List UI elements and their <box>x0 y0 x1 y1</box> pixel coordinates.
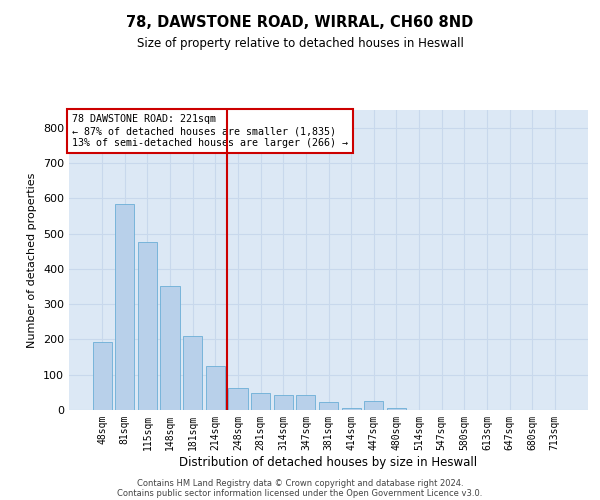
Bar <box>229 388 248 410</box>
Bar <box>274 395 293 410</box>
Bar <box>206 366 225 410</box>
Text: Contains public sector information licensed under the Open Government Licence v3: Contains public sector information licen… <box>118 488 482 498</box>
X-axis label: Distribution of detached houses by size in Heswall: Distribution of detached houses by size … <box>179 456 478 468</box>
Bar <box>115 204 134 410</box>
Text: 78, DAWSTONE ROAD, WIRRAL, CH60 8ND: 78, DAWSTONE ROAD, WIRRAL, CH60 8ND <box>127 15 473 30</box>
Bar <box>319 402 338 410</box>
Bar <box>138 242 157 410</box>
Text: Contains HM Land Registry data © Crown copyright and database right 2024.: Contains HM Land Registry data © Crown c… <box>137 478 463 488</box>
Bar <box>251 394 270 410</box>
Text: Size of property relative to detached houses in Heswall: Size of property relative to detached ho… <box>137 38 463 51</box>
Bar <box>387 408 406 410</box>
Bar <box>364 401 383 410</box>
Bar <box>183 336 202 410</box>
Bar <box>296 395 316 410</box>
Bar <box>341 408 361 410</box>
Text: 78 DAWSTONE ROAD: 221sqm
← 87% of detached houses are smaller (1,835)
13% of sem: 78 DAWSTONE ROAD: 221sqm ← 87% of detach… <box>71 114 347 148</box>
Y-axis label: Number of detached properties: Number of detached properties <box>28 172 37 348</box>
Bar <box>92 342 112 410</box>
Bar <box>160 286 180 410</box>
